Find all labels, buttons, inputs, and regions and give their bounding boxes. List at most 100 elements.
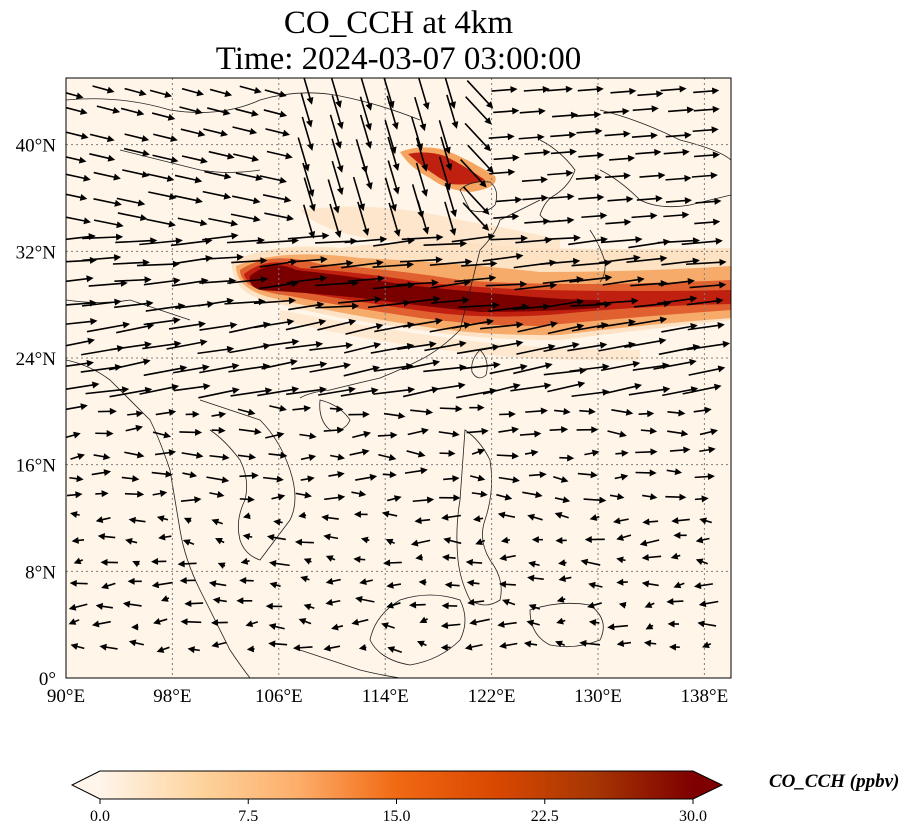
wind-vector	[378, 453, 397, 461]
wind-vector	[323, 426, 345, 434]
wind-vector	[317, 318, 357, 331]
wind-vector	[81, 298, 122, 307]
x-tick-label: 98°E	[153, 686, 191, 707]
wind-vector	[269, 404, 287, 412]
wind-vector	[451, 318, 495, 329]
colorbar-ticks: 0.0 7.5 15.0 22.5 30.0	[90, 799, 707, 825]
wind-vector	[497, 620, 517, 628]
wind-vector	[500, 536, 511, 544]
wind-vector	[95, 516, 111, 524]
wind-vector	[693, 105, 720, 113]
wind-vector	[547, 169, 574, 177]
wind-vector	[120, 107, 145, 117]
wind-vector	[615, 449, 629, 457]
wind-vector	[143, 364, 188, 377]
wind-vector	[325, 555, 336, 562]
wind-vector	[488, 133, 515, 141]
wind-vector	[410, 539, 431, 547]
wind-vector	[523, 86, 550, 94]
wind-vector	[580, 558, 601, 566]
wind-vector	[151, 112, 176, 121]
wind-vector	[444, 182, 457, 218]
wind-vector	[259, 175, 287, 184]
wind-vector	[66, 337, 95, 347]
wind-vector	[151, 558, 167, 566]
wind-vector	[524, 148, 551, 156]
wind-vector	[698, 600, 719, 608]
wind-vector	[232, 126, 258, 135]
wind-vector	[518, 133, 545, 141]
wind-vector	[498, 580, 516, 588]
wind-vector	[156, 646, 170, 653]
wind-vector	[631, 132, 658, 140]
wind-vector	[96, 105, 121, 114]
wind-vector	[179, 106, 203, 115]
wind-vector	[549, 426, 569, 434]
wind-vector	[318, 386, 356, 396]
wind-vector	[609, 154, 636, 162]
wind-vector	[286, 386, 327, 396]
wind-vector	[359, 114, 373, 149]
wind-vector	[173, 364, 210, 374]
wind-vector	[261, 358, 298, 370]
wind-vector	[699, 446, 716, 454]
wind-vector	[124, 490, 145, 498]
wind-vector	[261, 338, 300, 348]
wind-vector	[552, 111, 579, 119]
wind-vector	[70, 453, 85, 460]
wind-vector	[517, 321, 558, 333]
wind-vector	[211, 641, 227, 648]
wind-vector	[341, 259, 384, 269]
wind-vector	[578, 194, 605, 201]
wind-vector	[92, 85, 115, 94]
wind-vector	[66, 359, 94, 368]
wind-vector	[387, 646, 402, 653]
wind-vector	[153, 133, 178, 143]
wind-vector	[292, 644, 313, 652]
wind-vector	[466, 80, 494, 109]
wind-vector	[417, 78, 430, 110]
wind-vector	[110, 341, 152, 351]
colorbar-tick-label: 30.0	[679, 808, 707, 825]
wind-vector	[470, 474, 486, 482]
wind-vector	[665, 174, 692, 182]
wind-vector	[414, 517, 431, 525]
wind-vector	[384, 177, 397, 212]
wind-vector	[609, 493, 625, 501]
wind-vector	[338, 296, 382, 304]
wind-vector	[386, 95, 399, 130]
wind-vector	[262, 194, 292, 203]
wind-vector	[386, 581, 402, 589]
wind-vector	[85, 386, 130, 395]
wind-vector	[69, 579, 88, 587]
wind-vector	[611, 408, 634, 416]
map-title-line1: CO_CCH at 4km	[283, 5, 514, 41]
wind-vector	[68, 603, 88, 611]
wind-vector	[467, 144, 494, 174]
map-background	[66, 78, 731, 678]
wind-vector	[383, 412, 406, 420]
wind-vector	[558, 575, 572, 583]
wind-vector	[531, 536, 543, 544]
wind-vector	[665, 131, 692, 139]
wind-vector	[510, 382, 552, 392]
wind-vector	[641, 553, 662, 561]
wind-vector	[355, 595, 375, 603]
wind-vector	[419, 616, 428, 623]
wind-vector	[288, 256, 328, 264]
wind-vector	[441, 513, 461, 521]
wind-vector	[324, 494, 346, 501]
wind-vector	[300, 475, 315, 483]
y-tick-label: 32°N	[16, 242, 57, 263]
wind-vector	[607, 195, 634, 203]
wind-vector	[93, 219, 124, 229]
wind-vector	[424, 340, 467, 352]
wind-vector	[382, 471, 397, 479]
wind-vector	[576, 426, 599, 434]
wind-vector	[489, 168, 516, 176]
wind-vector	[187, 646, 200, 654]
wind-vector	[401, 359, 441, 371]
wind-vector	[89, 133, 115, 143]
wind-vector	[70, 643, 85, 650]
wind-vector	[168, 320, 206, 330]
